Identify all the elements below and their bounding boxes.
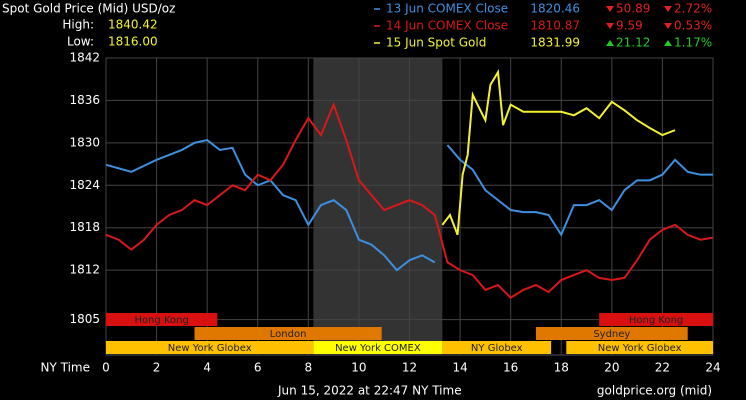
y-tick-label: 1805 bbox=[69, 312, 100, 326]
session-label: New York Globex bbox=[168, 343, 252, 354]
x-tick-label: 22 bbox=[655, 361, 670, 375]
x-tick-label: 24 bbox=[705, 361, 720, 375]
session-label: Sydney bbox=[593, 329, 630, 340]
change-arrow bbox=[664, 40, 672, 46]
legend-name: 13 Jun COMEX Close bbox=[386, 2, 508, 16]
x-tick-label: 10 bbox=[351, 361, 366, 375]
session-label: NY Globex bbox=[471, 343, 523, 354]
x-tick-label: 6 bbox=[254, 361, 262, 375]
change-arrow bbox=[664, 6, 672, 12]
low-value: 1816.00 bbox=[108, 35, 158, 49]
series-line bbox=[441, 69, 676, 236]
session-label: New York Globex bbox=[598, 343, 682, 354]
x-tick-label: 2 bbox=[153, 361, 161, 375]
session-bar bbox=[535, 327, 688, 340]
session-bar bbox=[106, 341, 314, 354]
legend-close: 1810.87 bbox=[530, 19, 580, 33]
legend-pct: 1.17% bbox=[674, 36, 712, 50]
legend-change: 50.89 bbox=[616, 2, 650, 16]
session-bar bbox=[566, 341, 713, 354]
legend-pct: 2.72% bbox=[674, 2, 712, 16]
y-tick-label: 1830 bbox=[69, 135, 100, 149]
session-bar bbox=[313, 341, 443, 354]
session-label: Hong Kong bbox=[629, 315, 683, 326]
x-tick-label: 14 bbox=[452, 361, 467, 375]
footer-left: Jun 15, 2022 at 22:47 NY Time bbox=[277, 384, 462, 398]
chart-title: Spot Gold Price (Mid) USD/oz bbox=[2, 2, 175, 16]
y-tick-label: 1818 bbox=[69, 220, 100, 234]
session-bar bbox=[194, 327, 382, 340]
low-label: Low: bbox=[67, 35, 94, 49]
series-line bbox=[105, 138, 713, 272]
change-arrow bbox=[606, 40, 614, 46]
x-tick-label: 12 bbox=[402, 361, 417, 375]
change-arrow bbox=[606, 23, 614, 29]
legend-name: 15 Jun Spot Gold bbox=[386, 36, 486, 50]
legend-change: 9.59 bbox=[616, 19, 643, 33]
session-bar bbox=[106, 313, 218, 326]
x-axis-label: NY Time bbox=[41, 361, 91, 375]
legend-name: 14 Jun COMEX Close bbox=[386, 19, 508, 33]
y-tick-label: 1836 bbox=[69, 93, 100, 107]
session-label: New York COMEX bbox=[335, 343, 421, 354]
session-label: Hong Kong bbox=[134, 315, 188, 326]
y-tick-label: 1824 bbox=[69, 178, 100, 192]
x-tick-label: 20 bbox=[604, 361, 619, 375]
legend-change: 21.12 bbox=[616, 36, 650, 50]
series-line bbox=[105, 101, 714, 299]
session-bar bbox=[599, 313, 713, 326]
y-tick-label: 1842 bbox=[69, 51, 100, 65]
high-label: High: bbox=[62, 18, 94, 32]
x-tick-label: 4 bbox=[203, 361, 211, 375]
change-arrow bbox=[664, 23, 672, 29]
x-tick-label: 16 bbox=[503, 361, 518, 375]
x-tick-label: 18 bbox=[554, 361, 569, 375]
session-bar bbox=[442, 341, 552, 354]
high-value: 1840.42 bbox=[108, 18, 158, 32]
x-tick-label: 0 bbox=[102, 361, 110, 375]
legend-pct: 0.53% bbox=[674, 19, 712, 33]
change-arrow bbox=[606, 6, 614, 12]
x-tick-label: 8 bbox=[305, 361, 313, 375]
footer-right: goldprice.org (mid) bbox=[597, 384, 712, 398]
session-label: London bbox=[270, 329, 307, 340]
legend-close: 1820.46 bbox=[530, 2, 580, 16]
legend-close: 1831.99 bbox=[530, 36, 580, 50]
y-tick-label: 1812 bbox=[69, 263, 100, 277]
